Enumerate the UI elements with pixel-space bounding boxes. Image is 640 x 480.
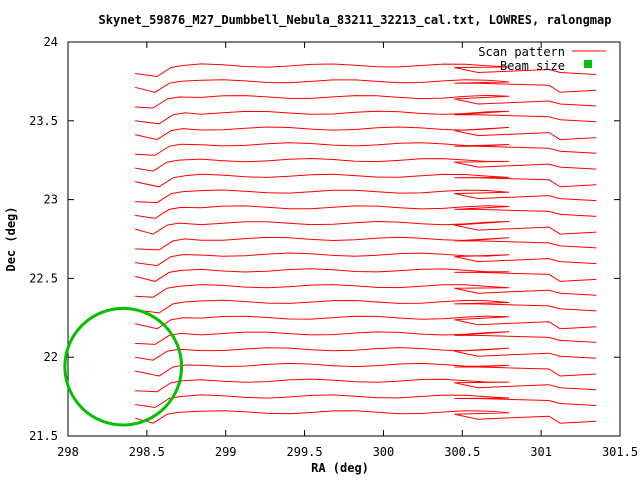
- legend-swatch-beam-size: [584, 60, 592, 68]
- y-tick-label: 23: [44, 193, 58, 207]
- scan-row-line: [134, 362, 597, 377]
- legend-label-beam-size: Beam size: [500, 59, 565, 73]
- scan-row-line: [134, 410, 597, 424]
- scan-row-line: [135, 394, 597, 409]
- scan-row-line: [135, 94, 597, 109]
- beam-size-circle: [63, 306, 184, 427]
- scan-row-line: [134, 268, 597, 282]
- y-tick-label: 24: [44, 35, 58, 49]
- x-tick-label: 298: [57, 445, 79, 459]
- x-tick-label: 300: [373, 445, 395, 459]
- x-tick-label: 299.5: [287, 445, 323, 459]
- x-tick-label: 301.5: [602, 445, 638, 459]
- scan-row-line: [135, 142, 597, 156]
- x-axis-label: RA (deg): [311, 461, 369, 475]
- scan-row-line: [135, 205, 597, 219]
- scan-row-line: [134, 315, 597, 330]
- y-axis-label: Dec (deg): [4, 206, 18, 271]
- scan-row-line: [135, 63, 597, 78]
- scan-row-line: [135, 378, 597, 393]
- scan-row-line: [134, 79, 597, 93]
- x-tick-label: 300.5: [444, 445, 480, 459]
- plot-frame: [67, 41, 621, 437]
- legend: Scan pattern Beam size: [478, 45, 606, 73]
- x-tick-label: 298.5: [129, 445, 165, 459]
- y-axis: 21.5 22 22.5 23 23.5 24: [29, 35, 620, 443]
- x-tick-label: 301: [530, 445, 552, 459]
- scan-row-line: [134, 220, 597, 235]
- scan-row-line: [134, 126, 597, 141]
- scan-row-line: [135, 110, 597, 125]
- scan-row-line: [135, 347, 597, 361]
- scan-row-line: [135, 299, 597, 314]
- scan-row-line: [135, 236, 597, 251]
- y-tick-label: 21.5: [29, 429, 58, 443]
- scan-row-line: [135, 157, 597, 172]
- scan-row-line: [135, 331, 597, 345]
- scan-row-line: [135, 252, 597, 267]
- x-axis: 298 298.5 299 299.5 300 300.5 301 301.5: [57, 42, 638, 459]
- scan-row-line: [135, 189, 597, 204]
- scan-pattern-series: [134, 63, 597, 424]
- legend-label-scan-pattern: Scan pattern: [478, 45, 565, 59]
- y-tick-label: 22: [44, 350, 58, 364]
- scan-row-line: [135, 284, 597, 298]
- chart-title: Skynet_59876_M27_Dumbbell_Nebula_83211_3…: [99, 13, 612, 28]
- scan-row-line: [134, 173, 597, 188]
- beam-size-series: [63, 306, 184, 427]
- x-tick-label: 299: [215, 445, 237, 459]
- y-tick-label: 22.5: [29, 271, 58, 285]
- y-tick-label: 23.5: [29, 114, 58, 128]
